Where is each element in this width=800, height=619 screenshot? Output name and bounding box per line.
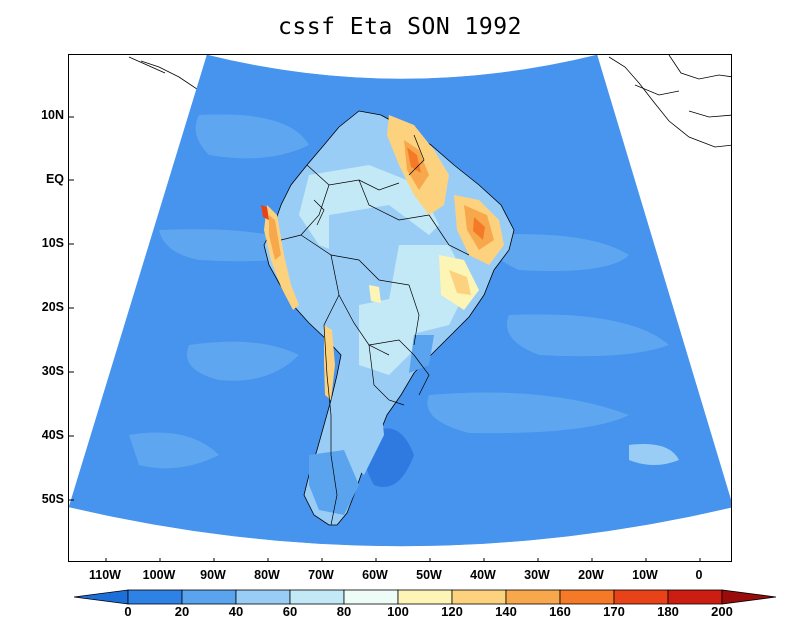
colorbar-tick-label: 0 bbox=[124, 604, 132, 619]
lat-label: EQ bbox=[45, 172, 64, 186]
colorbar-segment bbox=[505, 589, 561, 605]
lon-label: 0 bbox=[695, 568, 703, 582]
lat-label: 10N bbox=[41, 108, 64, 122]
colorbar-tick-label: 60 bbox=[282, 604, 298, 619]
domain-outline bbox=[69, 55, 731, 547]
country-borders bbox=[280, 134, 470, 526]
colorbar-over-arrow bbox=[721, 589, 777, 605]
colorbar-tick-label: 170 bbox=[603, 604, 625, 619]
colorbar-tick-label: 100 bbox=[387, 604, 409, 619]
lat-label: 30S bbox=[41, 364, 64, 378]
land-fields bbox=[261, 115, 504, 515]
lat-label: 10S bbox=[41, 236, 64, 250]
map-frame bbox=[68, 54, 732, 562]
lon-label: 50W bbox=[416, 568, 442, 582]
lon-label: 40W bbox=[470, 568, 496, 582]
colorbar-segment bbox=[667, 589, 723, 605]
colorbar-segment bbox=[559, 589, 615, 605]
colorbar-segment bbox=[451, 589, 507, 605]
ocean-bands bbox=[129, 114, 679, 487]
lon-label: 10W bbox=[632, 568, 658, 582]
lon-label: 20W bbox=[578, 568, 604, 582]
colorbar-under-arrow bbox=[73, 589, 129, 605]
colorbar-tick-label: 180 bbox=[657, 604, 679, 619]
colorbar-tick-label: 200 bbox=[711, 604, 733, 619]
map-canvas bbox=[69, 55, 731, 561]
colorbar-tick-label: 20 bbox=[174, 604, 190, 619]
lat-label: 50S bbox=[41, 492, 64, 506]
lat-label: 20S bbox=[41, 300, 64, 314]
lon-label: 70W bbox=[308, 568, 334, 582]
lon-label: 90W bbox=[200, 568, 226, 582]
frame-ticks bbox=[69, 116, 701, 561]
colorbar-segment bbox=[289, 589, 345, 605]
colorbar-tick-label: 160 bbox=[549, 604, 571, 619]
lon-label: 60W bbox=[362, 568, 388, 582]
colorbar-segment bbox=[181, 589, 237, 605]
colorbar-segment bbox=[235, 589, 291, 605]
lon-label: 110W bbox=[89, 568, 121, 582]
lon-label: 80W bbox=[254, 568, 280, 582]
colorbar-tick-label: 80 bbox=[336, 604, 352, 619]
colorbar-tick-label: 140 bbox=[495, 604, 517, 619]
lat-label: 40S bbox=[41, 428, 64, 442]
colorbar bbox=[73, 589, 777, 605]
colorbar-segment bbox=[127, 589, 183, 605]
colorbar-segment bbox=[613, 589, 669, 605]
colorbar-segment bbox=[397, 589, 453, 605]
lon-label: 100W bbox=[142, 568, 176, 582]
map-title: cssf Eta SON 1992 bbox=[278, 14, 522, 40]
colorbar-tick-label: 120 bbox=[441, 604, 463, 619]
colorbar-tick-label: 40 bbox=[228, 604, 244, 619]
lon-label: 30W bbox=[524, 568, 550, 582]
colorbar-segment bbox=[343, 589, 399, 605]
